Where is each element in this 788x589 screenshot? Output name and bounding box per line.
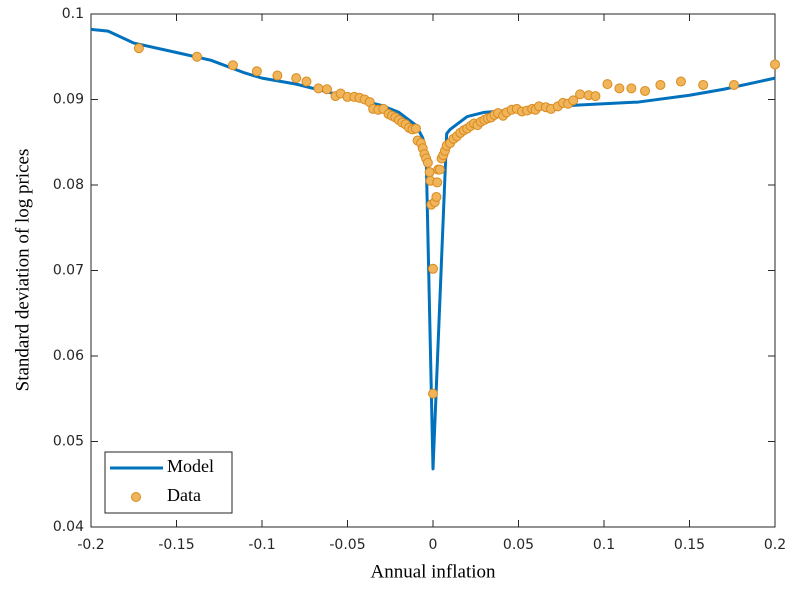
data-point [655,79,666,90]
data-point [698,79,709,90]
x-tick-label: -0.1 [248,537,275,553]
data-point [575,89,586,100]
data-point [291,73,302,84]
y-tick-label: 0.09 [53,92,84,108]
data-point [568,95,579,106]
data-point [602,79,613,90]
y-tick-label: 0.07 [53,263,84,279]
x-axis-label: Annual inflation [370,561,496,582]
data-point [626,83,637,94]
data-point [614,83,625,94]
y-tick-label: 0.06 [53,348,84,364]
data-point [227,60,238,71]
data-point [770,59,780,70]
x-tick-label: 0 [429,537,438,553]
model-line [90,27,776,471]
y-tick-label: 0.1 [62,6,84,22]
data-point [422,157,433,168]
data-point [590,91,601,102]
data-point [432,177,443,188]
data-point [192,51,203,62]
data-point [675,76,686,87]
data-point [640,85,651,96]
data-point [133,43,144,54]
data-point [313,83,324,94]
x-tick-label: -0.05 [329,537,365,553]
data-point [321,84,332,95]
data-point [251,66,262,77]
y-tick-label: 0.05 [53,434,84,450]
data-point [431,191,442,202]
x-tick-label: 0.2 [764,537,786,553]
y-tick-label: 0.08 [53,177,84,193]
data-point [728,79,739,90]
data-point [301,76,312,87]
x-tick-label: -0.2 [77,537,104,553]
x-tick-label: 0.1 [593,537,615,553]
data-point [410,123,421,134]
data-point [428,388,438,399]
data-point [272,70,283,81]
legend-marker [131,492,141,502]
legend-label: Data [167,485,201,505]
x-tick-label: -0.15 [158,537,194,553]
data-point [424,167,435,178]
data-point [428,263,438,274]
y-tick-label: 0.04 [53,519,84,535]
data-point [434,164,445,175]
y-axis-label: Standard deviation of log prices [12,149,33,392]
x-tick-label: 0.15 [674,537,705,553]
x-tick-label: 0.05 [503,537,534,553]
legend-label: Model [167,456,214,476]
legend-box [104,451,233,514]
